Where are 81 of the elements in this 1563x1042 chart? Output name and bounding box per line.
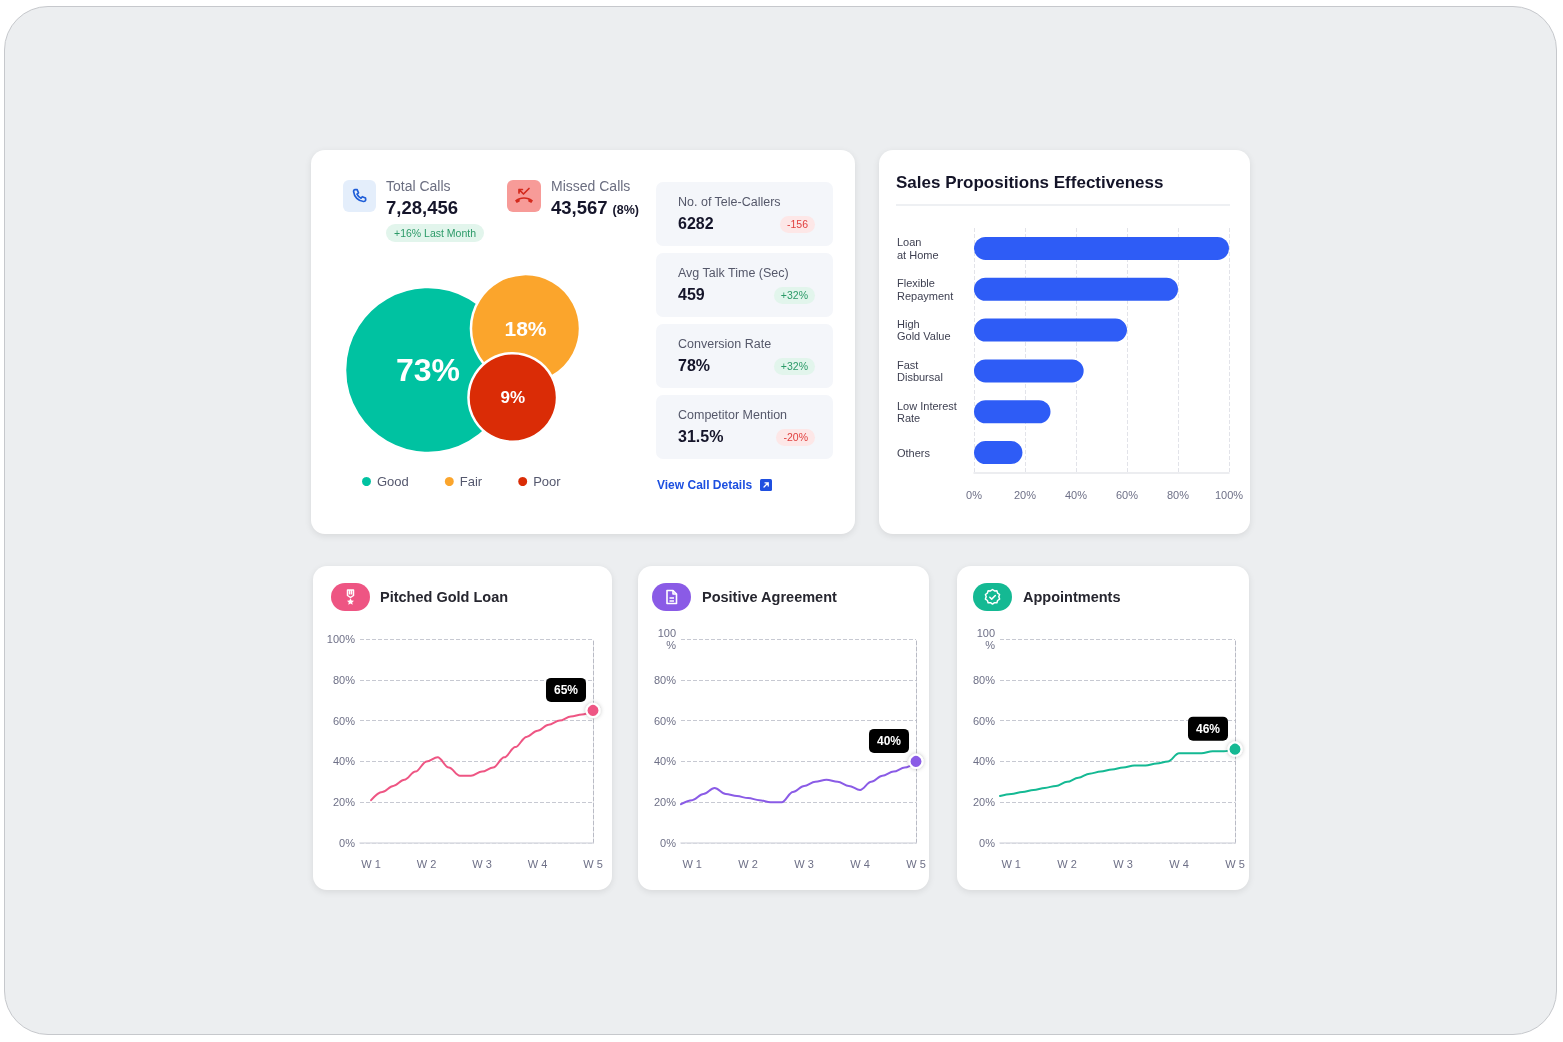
- bar: [974, 236, 1229, 260]
- x-tick-label: W 4: [850, 857, 870, 870]
- y-tick-label: 0%: [979, 837, 996, 849]
- y-tick-label: Others: [897, 446, 931, 459]
- y-tick-label: Fast Disbursal: [897, 358, 943, 384]
- text: Missed Calls: [551, 177, 631, 196]
- y-tick-label: Low Interest Rate: [897, 399, 957, 424]
- x-tick-label: W 5: [583, 857, 603, 870]
- x-tick-label: W 5: [906, 857, 926, 870]
- x-tick-label: W 2: [738, 857, 758, 870]
- bar: [974, 400, 1051, 424]
- x-tick-label: W 4: [527, 857, 548, 870]
- x-tick-label: 100%: [1214, 488, 1244, 501]
- x-tick-label: W 1: [682, 857, 702, 870]
- y-tick-label: 80%: [332, 673, 356, 686]
- y-tick-label: 0%: [660, 837, 677, 849]
- x-tick-label: W 3: [1113, 857, 1133, 870]
- y-tick-label: 80%: [972, 673, 996, 686]
- data-label: 73%: [395, 352, 461, 388]
- text: (8%): [612, 203, 639, 217]
- x-tick-label: 20%: [1013, 488, 1037, 501]
- x-tick-label: W 5: [1225, 857, 1245, 870]
- text: 459: [678, 285, 705, 305]
- text: +32%: [773, 358, 815, 375]
- chart-title: Pitched Gold Loan: [380, 588, 509, 606]
- y-tick-label: 60%: [972, 714, 996, 727]
- x-tick-label: 60%: [1115, 488, 1139, 501]
- text: Total Calls: [386, 177, 451, 196]
- y-tick-label: 60%: [653, 714, 677, 727]
- text: 6282: [678, 214, 714, 234]
- y-tick-label: 40%: [972, 755, 996, 768]
- data-label: 40%: [876, 733, 902, 748]
- text: +16% Last Month: [386, 224, 485, 242]
- text: Avg Talk Time (Sec): [678, 265, 789, 282]
- category-label: Fair: [459, 474, 483, 489]
- text: 43,567: [551, 197, 608, 219]
- chart-title: Positive Agreement: [702, 588, 837, 606]
- text: 31.5%: [678, 427, 724, 447]
- y-tick-label: 100%: [657, 627, 677, 651]
- x-tick-label: W 3: [794, 857, 814, 870]
- y-tick-label: 0%: [339, 837, 356, 849]
- y-tick-label: 80%: [653, 673, 677, 686]
- y-tick-label: 20%: [332, 796, 356, 809]
- y-tick-label: High Gold Value: [897, 317, 951, 343]
- data-label: 18%: [504, 317, 547, 341]
- x-tick-label: W 4: [1169, 857, 1189, 870]
- text: 7,28,456: [386, 197, 459, 219]
- text: 78%: [678, 356, 711, 376]
- bar: [974, 359, 1084, 383]
- text: -20%: [776, 429, 815, 446]
- text: Conversion Rate: [678, 336, 772, 353]
- text: +32%: [773, 287, 815, 304]
- y-tick-label: 40%: [653, 755, 677, 768]
- y-tick-label: Loan at Home: [897, 236, 939, 261]
- bar: [974, 318, 1127, 342]
- x-tick-label: 40%: [1064, 488, 1088, 501]
- x-tick-label: 80%: [1166, 488, 1190, 501]
- category-label: Good: [377, 474, 409, 489]
- text: -156: [779, 216, 815, 233]
- x-tick-label: W 2: [1057, 857, 1077, 870]
- chart-title: Sales Propositions Effectiveness: [896, 172, 1164, 194]
- text: No. of Tele-Callers: [678, 194, 781, 211]
- x-tick-label: W 1: [361, 857, 381, 870]
- y-tick-label: 20%: [653, 796, 677, 809]
- data-label: 46%: [1195, 721, 1221, 736]
- x-tick-label: W 2: [416, 857, 437, 870]
- data-label: 9%: [500, 388, 526, 408]
- x-tick-label: W 1: [1001, 857, 1021, 870]
- chart-title: Appointments: [1023, 588, 1121, 606]
- category-label: Poor: [533, 474, 562, 489]
- text: Competitor Mention: [678, 407, 788, 424]
- text: View Call Details: [657, 477, 753, 493]
- data-label: 65%: [553, 682, 579, 697]
- y-tick-label: 40%: [332, 755, 356, 768]
- bar: [974, 277, 1178, 301]
- y-tick-label: 60%: [332, 714, 356, 727]
- y-tick-label: 100%: [326, 633, 356, 645]
- y-tick-label: 100%: [976, 627, 996, 651]
- y-tick-label: Flexible Repayment: [897, 277, 954, 302]
- y-tick-label: 20%: [972, 796, 996, 809]
- x-tick-label: W 3: [472, 857, 492, 870]
